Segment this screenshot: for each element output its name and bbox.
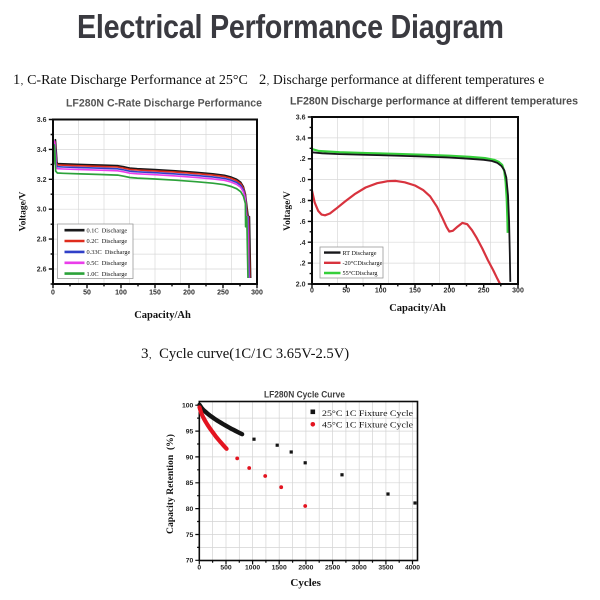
svg-text:3.0: 3.0 (37, 207, 47, 214)
svg-text:2500: 2500 (325, 565, 340, 572)
svg-text:200: 200 (443, 288, 455, 295)
svg-text:0.2C Discharge: 0.2C Discharge (87, 238, 128, 245)
svg-text:3.6: 3.6 (37, 117, 47, 124)
svg-text:3.4: 3.4 (296, 135, 306, 142)
svg-text:25°C 1C Fixture Cycle: 25°C 1C Fixture Cycle (322, 408, 413, 418)
svg-text:90: 90 (186, 454, 194, 461)
svg-text:2.8: 2.8 (37, 237, 47, 244)
svg-text:3000: 3000 (352, 565, 367, 572)
svg-text:3.4: 3.4 (37, 147, 47, 154)
svg-text:55°CDischarg: 55°CDischarg (343, 270, 378, 277)
svg-text:80: 80 (186, 506, 194, 513)
svg-text:2.0: 2.0 (296, 282, 306, 289)
svg-text:150: 150 (409, 288, 421, 295)
svg-text:Capacity Retention (%): Capacity Retention (%) (165, 434, 176, 534)
svg-text:.8: .8 (300, 198, 306, 205)
svg-text:1500: 1500 (272, 565, 287, 572)
svg-text:.0: .0 (300, 177, 306, 184)
svg-text:70: 70 (186, 558, 194, 565)
svg-text:85: 85 (186, 480, 194, 487)
svg-text:300: 300 (251, 290, 263, 297)
svg-text:-20°CDischarge: -20°CDischarge (343, 260, 383, 267)
svg-text:4000: 4000 (405, 565, 420, 572)
svg-text:LF280N C-Rate Discharge Perfor: LF280N C-Rate Discharge Performance (66, 98, 262, 110)
svg-text:1.0C Discharge: 1.0C Discharge (87, 271, 128, 278)
svg-text:3.6: 3.6 (296, 115, 306, 122)
svg-text:50: 50 (342, 288, 350, 295)
svg-text:0.1C Discharge: 0.1C Discharge (87, 227, 128, 234)
svg-text:Capacity/Ah: Capacity/Ah (134, 310, 191, 321)
svg-text:75: 75 (186, 532, 194, 539)
svg-text:150: 150 (149, 290, 161, 297)
svg-text:Cycles: Cycles (290, 577, 321, 589)
svg-text:0.5C Discharge: 0.5C Discharge (87, 260, 128, 267)
svg-text:45°C 1C Fixture Cycle: 45°C 1C Fixture Cycle (322, 420, 413, 430)
svg-text:50: 50 (83, 290, 91, 297)
svg-text:.6: .6 (300, 219, 306, 226)
svg-text:100: 100 (182, 403, 194, 410)
svg-text:0: 0 (310, 288, 314, 295)
svg-text:Voltage/V: Voltage/V (19, 191, 29, 231)
svg-text:LF280N Cycle Curve: LF280N Cycle Curve (264, 390, 345, 400)
svg-text:3.2: 3.2 (37, 177, 47, 184)
svg-text:250: 250 (478, 288, 490, 295)
svg-text:.2: .2 (300, 156, 306, 163)
svg-text:Capacity/Ah: Capacity/Ah (389, 303, 446, 314)
svg-text:.4: .4 (300, 240, 306, 247)
svg-text:1000: 1000 (245, 565, 260, 572)
svg-text:500: 500 (220, 565, 232, 572)
svg-text:3500: 3500 (378, 565, 393, 572)
svg-text:2000: 2000 (298, 565, 313, 572)
svg-text:250: 250 (217, 290, 229, 297)
svg-text:2.6: 2.6 (37, 267, 47, 274)
svg-text:Voltage/V: Voltage/V (283, 191, 293, 231)
svg-text:0: 0 (197, 565, 201, 572)
svg-text:300: 300 (512, 288, 524, 295)
svg-text:RT Discharge: RT Discharge (343, 250, 377, 257)
svg-text:200: 200 (183, 290, 195, 297)
svg-text:.2: .2 (300, 261, 306, 268)
svg-text:100: 100 (115, 290, 127, 297)
svg-text:95: 95 (186, 428, 194, 435)
svg-text:0.33C Discharge: 0.33C Discharge (87, 249, 131, 256)
svg-text:0: 0 (51, 290, 55, 297)
svg-text:100: 100 (375, 288, 387, 295)
svg-text:LF280N Discharge performance a: LF280N Discharge performance at differen… (290, 96, 578, 108)
